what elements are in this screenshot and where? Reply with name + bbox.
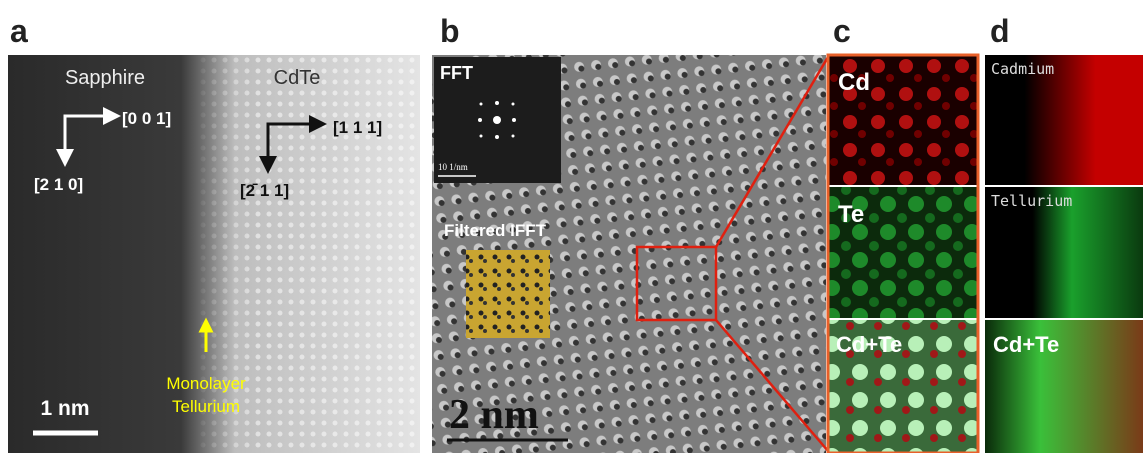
panel-label: b bbox=[440, 13, 460, 49]
scale-label: 1 nm bbox=[40, 397, 89, 420]
map-label: Cd+Te bbox=[993, 332, 1059, 357]
direction-label: [2̄ 1 1] bbox=[240, 181, 289, 200]
map-label: Cd+Te bbox=[836, 332, 902, 357]
panel-label: d bbox=[990, 13, 1010, 49]
direction-label: [0 0 1] bbox=[122, 109, 171, 128]
direction-label: [1 1 1] bbox=[333, 118, 382, 137]
inset-scale: 10 1/nm bbox=[438, 162, 468, 172]
map-label: Te bbox=[838, 201, 864, 228]
map-label: Tellurium bbox=[991, 192, 1072, 210]
map-label: Cadmium bbox=[991, 60, 1054, 78]
panel-label: c bbox=[833, 13, 851, 49]
direction-label: [2 1 0] bbox=[34, 175, 83, 194]
material-label: CdTe bbox=[274, 67, 321, 89]
inset-title: Filtered IFFT bbox=[444, 221, 547, 240]
material-label: Sapphire bbox=[65, 67, 145, 89]
inset-title: FFT bbox=[440, 63, 473, 83]
ifft-inset bbox=[466, 250, 550, 338]
annotation: Tellurium bbox=[172, 397, 240, 416]
figure: a Sapphire CdTe [0 0 1] [2 1 0] [1 1 1] … bbox=[0, 0, 1143, 453]
scale-label: 2 nm bbox=[449, 392, 539, 438]
panel-label: a bbox=[10, 13, 28, 49]
map-label: Cd bbox=[838, 69, 870, 96]
annotation: Monolayer bbox=[166, 374, 246, 393]
